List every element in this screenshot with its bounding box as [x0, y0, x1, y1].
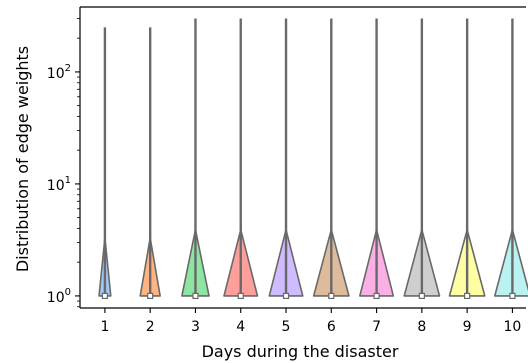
violin-median-6 — [329, 293, 334, 298]
violin-median-4 — [238, 293, 243, 298]
x-axis-label: Days during the disaster — [202, 342, 399, 361]
x-tick-label-5: 5 — [282, 319, 291, 335]
violin-median-7 — [374, 293, 379, 298]
x-tick-label-9: 9 — [463, 319, 472, 335]
x-axis-ticks: 1 2 3 4 5 6 7 8 9 10 — [100, 308, 521, 335]
violin-layer — [99, 18, 528, 298]
x-tick-label-2: 2 — [146, 319, 155, 335]
y-tick-label: 102 — [47, 63, 71, 82]
x-tick-label-6: 6 — [327, 319, 336, 335]
violin-median-10 — [510, 293, 515, 298]
x-tick-label-8: 8 — [417, 319, 426, 335]
y-tick-label: 101 — [47, 175, 71, 194]
x-tick-label-10: 10 — [504, 319, 522, 335]
x-tick-label-4: 4 — [236, 319, 245, 335]
violin-median-9 — [465, 293, 470, 298]
x-tick-label-3: 3 — [191, 319, 200, 335]
violin-median-3 — [193, 293, 198, 298]
x-tick-label-1: 1 — [100, 319, 109, 335]
y-tick-label: 100 — [47, 287, 71, 306]
y-axis-label: Distribution of edge weights — [13, 46, 32, 272]
violin-median-8 — [419, 293, 424, 298]
violin-median-1 — [102, 293, 107, 298]
violin-median-5 — [284, 293, 289, 298]
violin-median-2 — [148, 293, 153, 298]
y-axis-ticks: 100 101 102 — [47, 18, 80, 306]
x-tick-label-7: 7 — [372, 319, 381, 335]
